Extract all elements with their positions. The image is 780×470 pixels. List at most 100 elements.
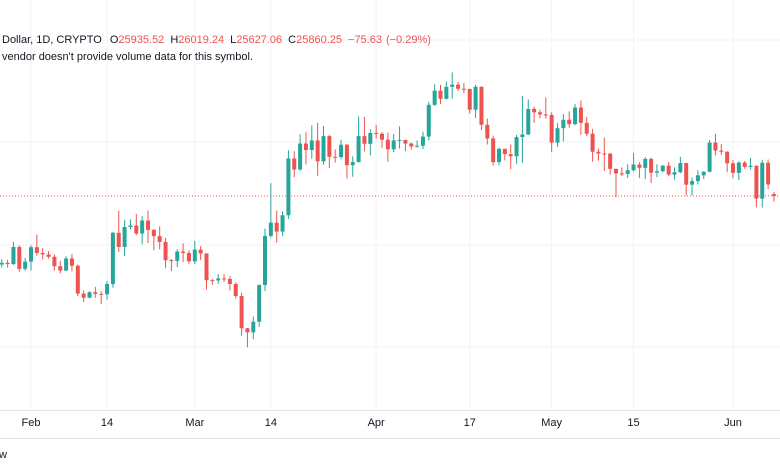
candle-body	[584, 122, 589, 134]
candle-body	[222, 278, 227, 280]
candle-body	[58, 266, 63, 271]
candle-body	[403, 139, 408, 144]
candle-body	[420, 136, 425, 146]
ohlc-value: 25860.25	[296, 34, 342, 46]
candle-body	[298, 143, 303, 170]
candle-body	[450, 84, 455, 87]
candle-body	[216, 278, 221, 281]
candle-body	[631, 164, 636, 171]
candle-body	[473, 86, 478, 110]
candle-body	[684, 163, 689, 185]
x-tick-label: May	[541, 417, 562, 429]
candle-body	[11, 246, 16, 265]
candle-body	[5, 262, 10, 265]
candle-body	[514, 137, 519, 157]
candle-body	[309, 140, 314, 151]
candle-body	[69, 258, 74, 266]
symbol-legend: Dollar, 1D, CRYPTO O25935.52 H26019.24 L256…	[2, 34, 431, 46]
candle-body	[245, 328, 250, 333]
x-tick-label: 14	[265, 417, 277, 429]
ohlc-label: C	[288, 34, 296, 46]
candle-body	[736, 162, 741, 173]
candle-body	[497, 148, 501, 163]
candle-body	[280, 215, 285, 232]
candle-body	[725, 151, 730, 164]
candle-body	[625, 170, 630, 174]
x-tick-label: Jun	[724, 417, 742, 429]
candle-body	[467, 88, 472, 110]
candle-body	[274, 222, 279, 232]
candle-body	[701, 171, 706, 176]
candle-body	[251, 321, 256, 333]
candle-body	[110, 232, 115, 284]
candle-body	[479, 86, 484, 125]
candle-body	[391, 140, 396, 150]
candle-body	[637, 164, 642, 168]
candle-body	[409, 143, 414, 147]
candle-body	[210, 280, 215, 282]
change-value: −75.63	[348, 34, 382, 46]
candle-body	[748, 165, 753, 167]
candle-body	[344, 144, 349, 166]
candle-body	[0, 262, 4, 265]
candle-body	[292, 158, 297, 170]
candle-body	[186, 252, 191, 262]
candle-body	[608, 153, 613, 169]
candle-body	[333, 156, 338, 158]
candle-body	[666, 165, 671, 175]
ohlc-label: O	[110, 34, 119, 46]
candle-body	[614, 168, 618, 174]
candle-body	[578, 107, 583, 123]
candle-body	[356, 136, 361, 163]
candle-body	[239, 296, 244, 329]
candle-body	[93, 292, 98, 294]
candle-body	[105, 283, 110, 295]
candle-body	[321, 136, 326, 162]
candle-body	[561, 119, 566, 129]
candle-body	[257, 284, 262, 322]
x-tick-label: 15	[627, 417, 639, 429]
candle-body	[46, 254, 51, 257]
candle-body	[368, 132, 373, 144]
x-tick-label: 17	[464, 417, 476, 429]
candle-body	[690, 181, 695, 185]
candle-body	[128, 225, 133, 228]
candle-body	[695, 175, 700, 182]
candle-body	[362, 136, 367, 144]
candle-body	[649, 158, 654, 173]
candle-body	[380, 133, 384, 140]
candle-body	[87, 292, 92, 298]
candle-body	[426, 104, 431, 137]
candle-body	[181, 251, 186, 253]
candle-body	[29, 247, 33, 262]
candle-body	[204, 253, 209, 281]
candle-body	[543, 114, 548, 116]
candle-body	[590, 133, 595, 152]
candle-body	[81, 293, 86, 298]
candle-body	[34, 247, 39, 253]
ohlc-label: H	[170, 34, 178, 46]
candle-body	[444, 86, 449, 99]
candle-body	[707, 142, 712, 172]
candle-body	[567, 119, 572, 125]
candle-body	[719, 150, 724, 152]
candle-body	[397, 139, 402, 141]
ohlc-value: 25627.06	[236, 34, 282, 46]
candle-body	[456, 84, 461, 89]
candle-body	[263, 235, 267, 285]
candle-body	[146, 220, 150, 230]
ohlc-label: L	[230, 34, 236, 46]
candle-body	[169, 260, 174, 262]
candle-body	[731, 163, 735, 173]
candle-body	[672, 172, 677, 175]
candle-body	[17, 246, 22, 269]
candle-body	[678, 163, 683, 173]
x-tick-label: Mar	[185, 417, 204, 429]
x-tick-label: 14	[101, 417, 113, 429]
candle-body	[64, 258, 69, 271]
candle-body	[315, 140, 320, 162]
candle-body	[157, 236, 162, 242]
candle-body	[134, 225, 139, 234]
x-tick-label: Apr	[368, 417, 385, 429]
